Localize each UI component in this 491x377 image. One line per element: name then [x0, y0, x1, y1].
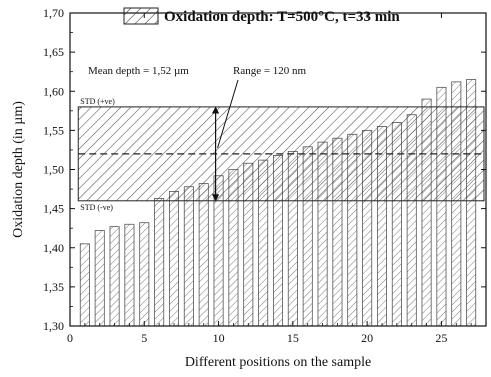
y-tick-label: 1,30: [43, 319, 64, 333]
y-axis-title: Oxidation depth (in µm): [11, 101, 26, 238]
y-tick-label: 1,70: [43, 6, 64, 20]
legend-label: Oxidation depth: T=500°C, t=33 min: [164, 9, 400, 25]
labels-layer: 1,30 1,35 1,40 1,45 1,50 1,55 1,60 1,65 1,70 0 5 10…: [11, 6, 447, 370]
x-tick-label: 15: [287, 331, 299, 345]
bar: [198, 183, 209, 327]
y-tick-label: 1,60: [43, 84, 64, 98]
range-label: Range = 120 nm: [233, 65, 307, 77]
bar: [94, 230, 105, 327]
y-tick-label: 1,35: [43, 280, 64, 294]
y-tick-label: 1,55: [43, 123, 64, 137]
std-upper-label: STD (+ve): [80, 97, 115, 106]
x-tick-label: 10: [213, 331, 225, 345]
y-tick-label: 1,50: [43, 163, 64, 177]
x-tick-label: 25: [435, 331, 447, 345]
bar: [109, 226, 120, 327]
bar: [124, 223, 135, 327]
bar: [168, 191, 180, 327]
range-leader-line: [217, 79, 239, 148]
bar: [79, 243, 90, 327]
x-axis-title: Different positions on the sample: [185, 355, 371, 370]
x-tick-label: 0: [67, 331, 73, 345]
std-lower-label: STD (-ve): [80, 203, 113, 212]
x-tick-label: 20: [361, 331, 373, 345]
y-tick-label: 1,45: [43, 202, 64, 216]
bar: [154, 198, 165, 327]
mean-depth-label: Mean depth = 1,52 µm: [88, 65, 189, 77]
x-tick-label: 5: [141, 331, 147, 345]
std-band-layer: [77, 106, 485, 202]
bar: [183, 186, 194, 327]
y-tick-label: 1,65: [43, 45, 64, 59]
legend-swatch: [123, 7, 159, 25]
axes-layer: [69, 12, 487, 327]
y-tick-label: 1,40: [43, 241, 64, 255]
bar: [139, 222, 150, 327]
